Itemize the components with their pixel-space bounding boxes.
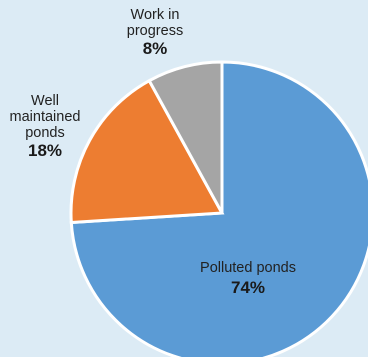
slice-label-line: maintained	[10, 109, 81, 125]
pie-slice-well-maintained-ponds	[69, 78, 225, 225]
slice-value-label: 8%	[143, 39, 168, 58]
slice-label-polluted-ponds: Polluted ponds 74%	[200, 260, 296, 297]
pie-labels: Polluted ponds 74%Well maintained ponds 18%W…	[10, 7, 296, 297]
slice-value-label: 18%	[28, 141, 62, 160]
slice-label-well-maintained-ponds: Well maintained ponds 18%	[10, 93, 81, 160]
pie-slice-work-in-progress	[147, 60, 224, 214]
pie-slice-polluted-ponds	[69, 60, 368, 357]
slice-label-line: progress	[127, 23, 183, 39]
slice-label-line: Polluted ponds	[200, 260, 296, 276]
slice-label-line: Work in	[131, 7, 180, 23]
slice-label-work-in-progress: Work in progress 8%	[127, 7, 183, 58]
pie-slices	[69, 60, 368, 357]
slice-value-label: 74%	[231, 278, 265, 297]
slice-label-line: Well	[31, 93, 59, 109]
slice-label-line: ponds	[25, 125, 65, 141]
